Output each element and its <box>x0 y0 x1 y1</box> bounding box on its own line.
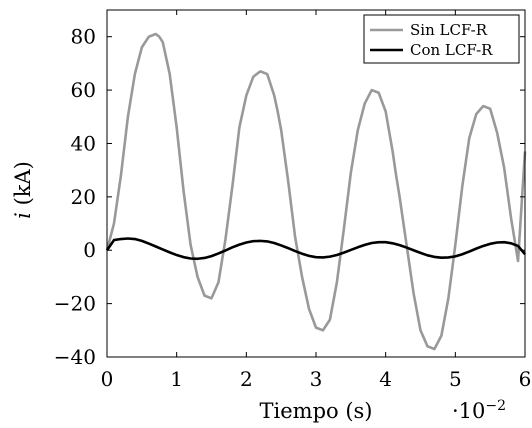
y-tick-label: −40 <box>54 345 96 369</box>
y-axis-label: i (kA) <box>11 161 35 219</box>
x-tick-labels: 0 1 2 3 4 5 6 <box>101 367 532 391</box>
series-line-sin-lcf-r <box>105 32 527 351</box>
y-axis-unit: (kA) <box>11 161 35 212</box>
x-tick-label: 5 <box>449 367 462 391</box>
legend-label-con-lcf-r: Con LCF-R <box>410 41 493 59</box>
y-tick-label: 20 <box>71 185 96 209</box>
series-layer <box>105 32 527 351</box>
x-axis-label: Tiempo (s) <box>260 399 373 423</box>
ticks-layer <box>106 10 526 358</box>
x-tick-label: 1 <box>170 367 183 391</box>
y-tick-label: 60 <box>71 78 96 102</box>
legend-label-sin-lcf-r: Sin LCF-R <box>410 21 488 39</box>
x-tick-label: 3 <box>310 367 323 391</box>
legend: Sin LCF-R Con LCF-R <box>363 14 520 64</box>
x-multiplier-exponent: −2 <box>485 398 506 414</box>
y-tick-label: 80 <box>71 25 96 49</box>
y-tick-label: 0 <box>83 238 96 262</box>
legend-box <box>363 14 520 64</box>
x-axis-multiplier: ·10−2 <box>452 398 506 423</box>
x-multiplier-base: ·10 <box>452 399 485 423</box>
x-tick-label: 0 <box>101 367 114 391</box>
y-tick-label: −20 <box>54 292 96 316</box>
y-tick-label: 40 <box>71 131 96 155</box>
x-tick-label: 6 <box>519 367 532 391</box>
y-tick-labels: −40 −20 0 20 40 60 80 <box>54 25 96 369</box>
x-tick-label: 4 <box>379 367 392 391</box>
y-axis-variable: i <box>11 212 35 219</box>
series-line-con-lcf-r <box>105 237 526 261</box>
x-tick-label: 2 <box>240 367 253 391</box>
